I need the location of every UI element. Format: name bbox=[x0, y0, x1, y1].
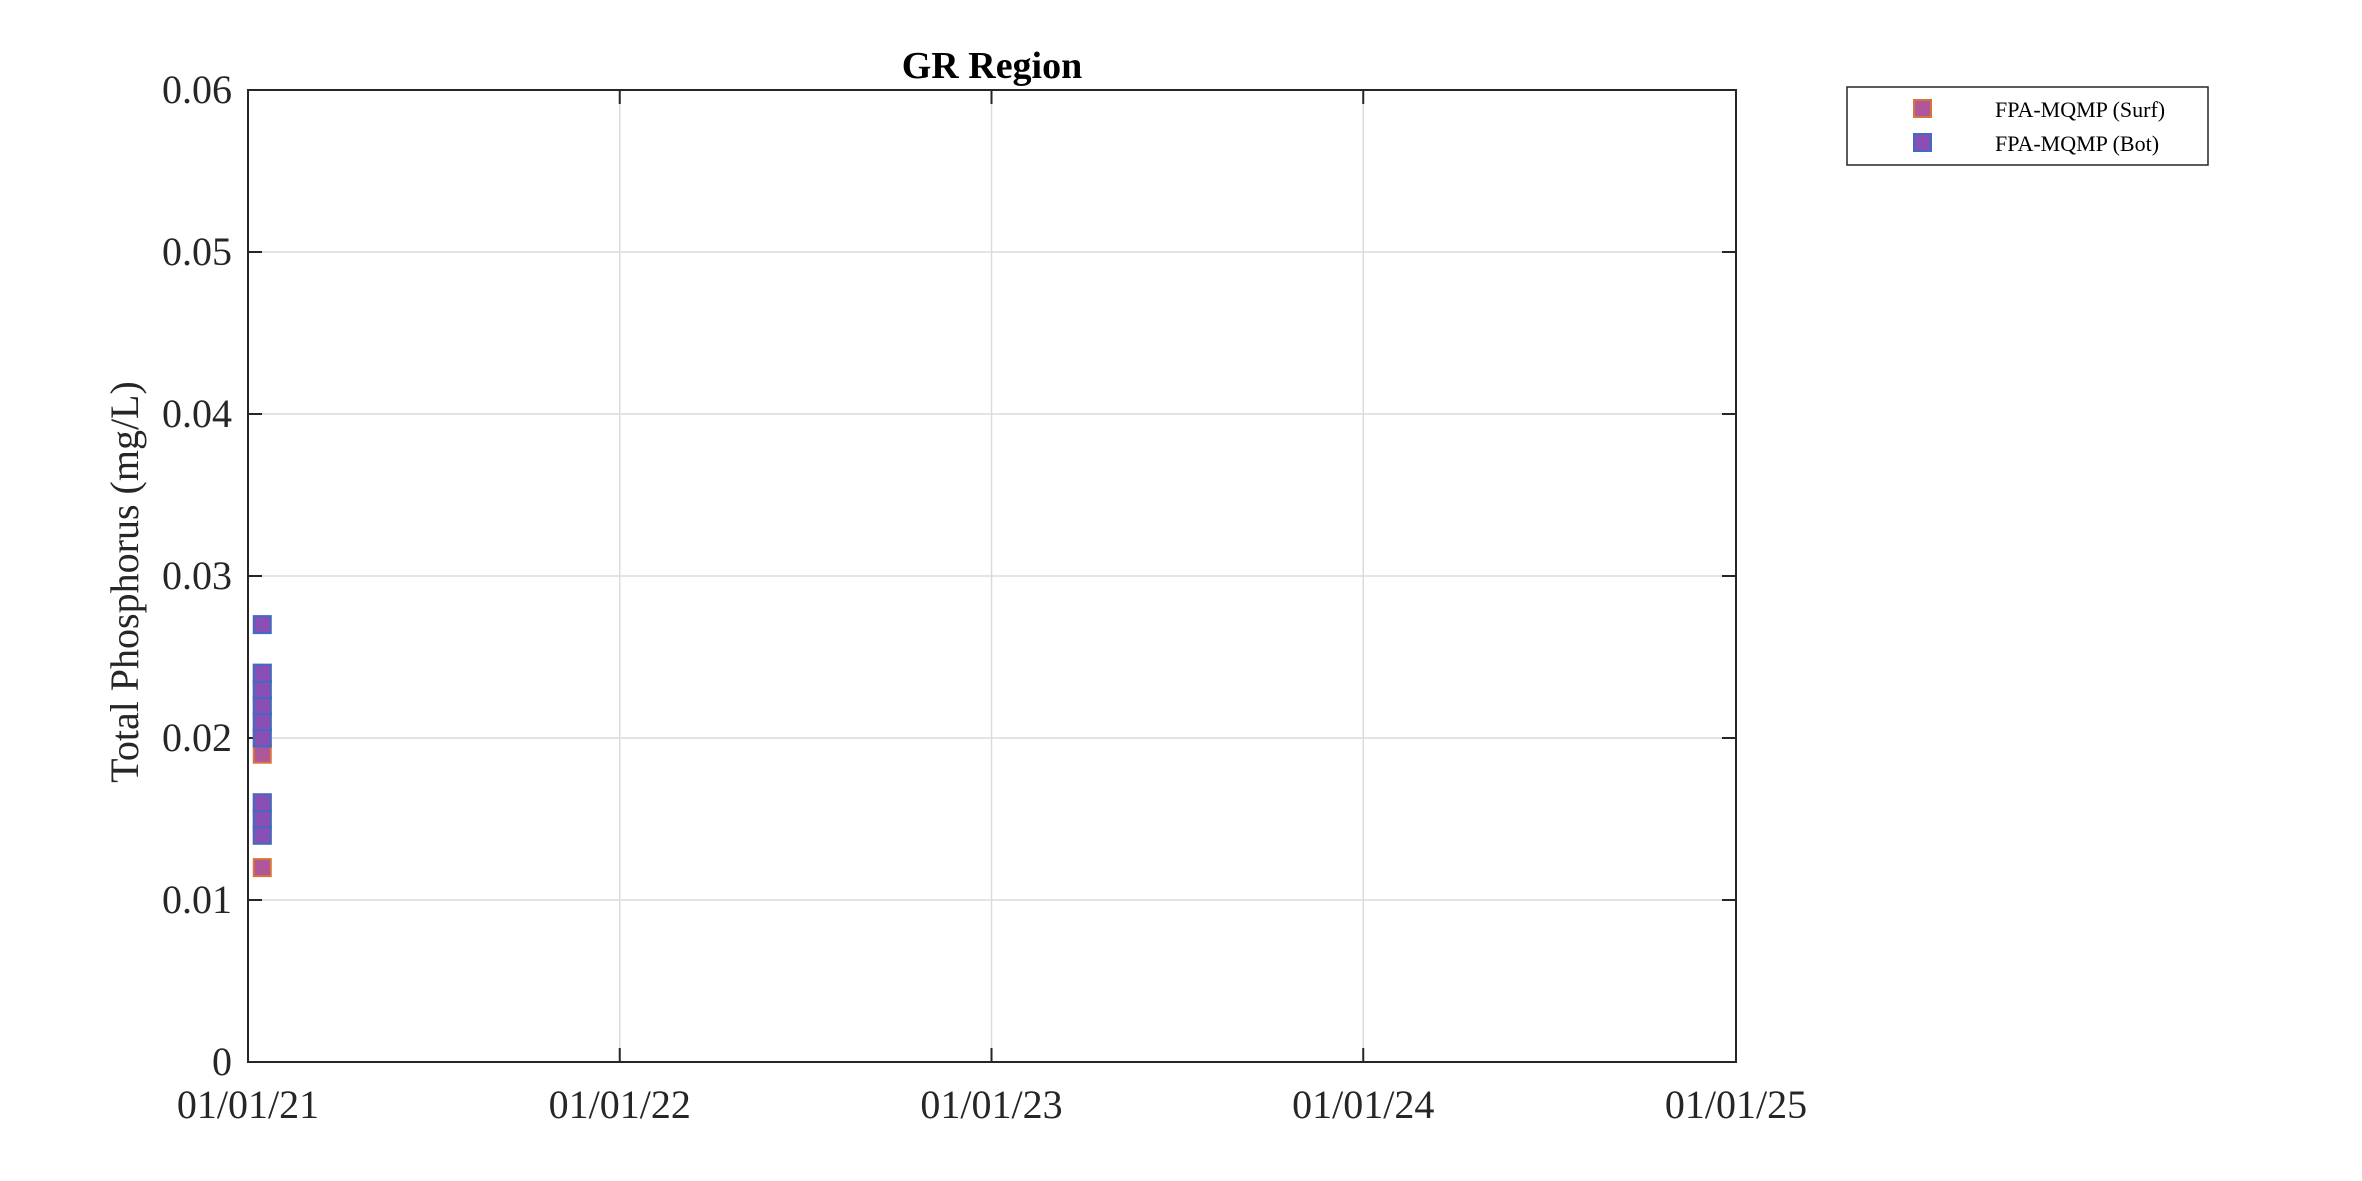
data-point-bot bbox=[252, 793, 272, 813]
data-point-bot bbox=[252, 825, 272, 845]
plot-area-frame bbox=[247, 89, 1737, 1063]
legend-marker-surf bbox=[1913, 99, 1932, 118]
data-point-bot bbox=[252, 615, 272, 635]
data-point-bot bbox=[252, 696, 272, 716]
x-tick-label: 01/01/23 bbox=[920, 1082, 1062, 1127]
data-point-bot bbox=[252, 679, 272, 699]
legend-box bbox=[1846, 86, 2209, 166]
y-tick-label: 0.02 bbox=[162, 715, 232, 760]
x-tick-label: 01/01/25 bbox=[1665, 1082, 1807, 1127]
data-point-surf bbox=[252, 858, 272, 878]
x-tick-labels: 01/01/21 01/01/22 01/01/23 01/01/24 01/01/25 bbox=[177, 1082, 1807, 1127]
x-tick-label: 01/01/22 bbox=[549, 1082, 691, 1127]
data-point-bot bbox=[252, 728, 272, 748]
y-tick-label: 0.05 bbox=[162, 229, 232, 274]
y-tick-label: 0.06 bbox=[162, 67, 232, 112]
legend-label-bot: FPA-MQMP (Bot) bbox=[1995, 131, 2159, 156]
data-point-surf bbox=[252, 744, 272, 764]
chart-title: GR Region bbox=[902, 45, 1083, 87]
legend-marker-bot bbox=[1913, 133, 1932, 152]
grid-lines bbox=[248, 90, 1736, 1062]
data-point-bot bbox=[252, 712, 272, 732]
legend-label-surf: FPA-MQMP (Surf) bbox=[1995, 97, 2165, 122]
data-point-bot bbox=[252, 663, 272, 683]
y-axis-label: Total Phosphorus (mg/L) bbox=[102, 381, 147, 783]
y-tick-label: 0 bbox=[212, 1039, 232, 1084]
y-tick-label: 0.01 bbox=[162, 877, 232, 922]
x-tick-label: 01/01/21 bbox=[177, 1082, 319, 1127]
y-tick-label: 0.04 bbox=[162, 391, 232, 436]
y-tick-labels: 0 0.01 0.02 0.03 0.04 0.05 0.06 bbox=[162, 67, 232, 1084]
x-tick-label: 01/01/24 bbox=[1292, 1082, 1434, 1127]
y-tick-label: 0.03 bbox=[162, 553, 232, 598]
legend: FPA-MQMP (Surf) FPA-MQMP (Bot) bbox=[1846, 86, 2209, 166]
data-point-bot bbox=[252, 809, 272, 829]
data-markers bbox=[252, 615, 272, 878]
